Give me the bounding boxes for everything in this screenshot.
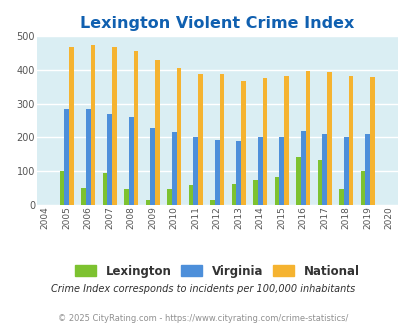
Bar bbox=[188, 185, 193, 205]
Bar bbox=[343, 137, 348, 205]
Bar bbox=[85, 109, 90, 205]
Bar bbox=[360, 171, 364, 205]
Bar bbox=[317, 160, 322, 205]
Bar bbox=[284, 76, 288, 205]
Bar bbox=[210, 200, 214, 205]
Bar bbox=[274, 177, 279, 205]
Legend: Lexington, Virginia, National: Lexington, Virginia, National bbox=[71, 261, 362, 281]
Bar bbox=[364, 134, 369, 205]
Bar bbox=[133, 51, 138, 205]
Bar bbox=[279, 137, 284, 205]
Bar bbox=[155, 59, 160, 205]
Bar bbox=[326, 72, 331, 205]
Text: © 2025 CityRating.com - https://www.cityrating.com/crime-statistics/: © 2025 CityRating.com - https://www.city… bbox=[58, 314, 347, 323]
Bar bbox=[300, 131, 305, 205]
Bar bbox=[219, 74, 224, 205]
Bar bbox=[369, 77, 374, 205]
Bar bbox=[102, 173, 107, 205]
Bar bbox=[198, 74, 202, 205]
Bar bbox=[90, 46, 95, 205]
Bar bbox=[60, 171, 64, 205]
Title: Lexington Violent Crime Index: Lexington Violent Crime Index bbox=[80, 16, 354, 31]
Bar bbox=[124, 189, 128, 205]
Bar bbox=[252, 180, 257, 205]
Bar bbox=[176, 68, 181, 205]
Bar bbox=[145, 200, 150, 205]
Bar bbox=[69, 47, 74, 205]
Bar bbox=[231, 184, 236, 205]
Bar bbox=[64, 109, 69, 205]
Bar bbox=[150, 128, 155, 205]
Bar bbox=[262, 78, 266, 205]
Bar bbox=[257, 137, 262, 205]
Bar bbox=[193, 137, 198, 205]
Bar bbox=[107, 114, 112, 205]
Bar bbox=[214, 140, 219, 205]
Bar bbox=[305, 71, 309, 205]
Bar bbox=[241, 81, 245, 205]
Bar bbox=[236, 141, 241, 205]
Bar bbox=[322, 134, 326, 205]
Bar bbox=[112, 48, 117, 205]
Bar bbox=[295, 157, 300, 205]
Bar bbox=[128, 117, 133, 205]
Bar bbox=[81, 188, 85, 205]
Bar bbox=[167, 189, 171, 205]
Text: Crime Index corresponds to incidents per 100,000 inhabitants: Crime Index corresponds to incidents per… bbox=[51, 284, 354, 294]
Bar bbox=[338, 189, 343, 205]
Bar bbox=[348, 76, 352, 205]
Bar bbox=[171, 132, 176, 205]
